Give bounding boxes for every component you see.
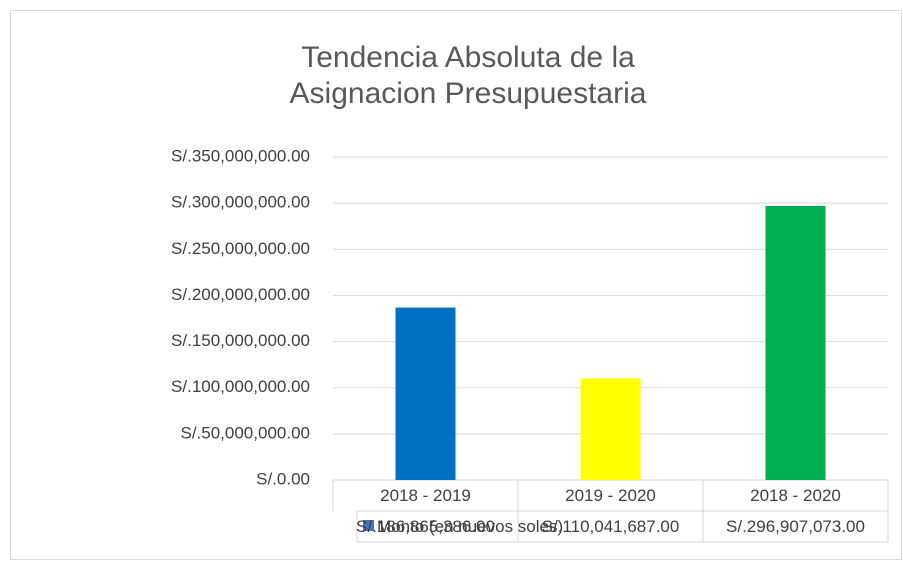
data-label: S/.110,041,687.00 xyxy=(542,517,680,536)
y-tick-label: S/.0.00 xyxy=(256,469,310,488)
y-tick-label: S/.50,000,000.00 xyxy=(180,423,310,442)
x-tick-label: 2018 - 2019 xyxy=(380,486,471,505)
bar xyxy=(580,378,641,480)
x-tick-label: 2019 - 2020 xyxy=(565,486,656,505)
y-tick-label: S/.100,000,000.00 xyxy=(171,377,310,396)
y-tick-label: S/.300,000,000.00 xyxy=(171,193,310,212)
x-tick-label: 2018 - 2020 xyxy=(750,486,841,505)
data-label: S/.296,907,073.00 xyxy=(726,517,865,536)
legend-label: Monto (en nuevos soles) xyxy=(377,517,563,536)
y-tick-label: S/.200,000,000.00 xyxy=(171,285,310,304)
y-tick-label: S/.250,000,000.00 xyxy=(171,239,310,258)
bar xyxy=(395,307,456,480)
data-label: S/.186,865,386.00 xyxy=(356,517,495,536)
y-tick-label: S/.350,000,000.00 xyxy=(171,146,310,165)
y-tick-label: S/.150,000,000.00 xyxy=(171,331,310,350)
chart-title: Tendencia Absoluta de la Asignacion Pres… xyxy=(289,41,647,110)
chart-frame xyxy=(10,10,902,560)
bar xyxy=(765,205,826,480)
legend-key xyxy=(363,520,374,531)
